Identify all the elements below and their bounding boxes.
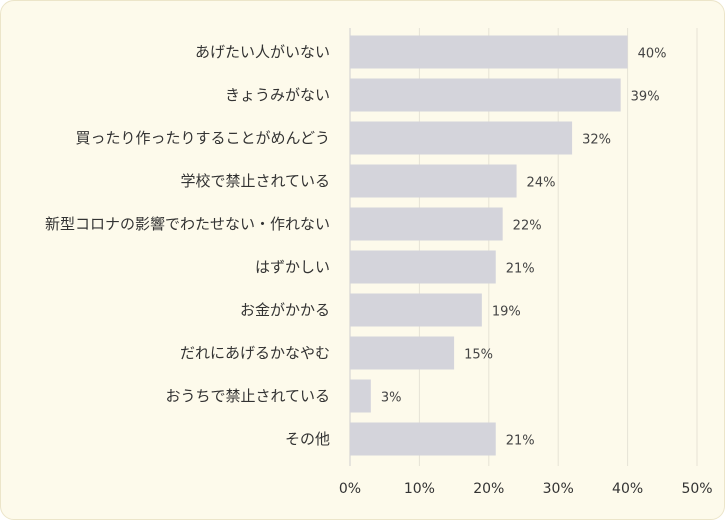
x-tick-label-40: 40%	[612, 481, 643, 497]
category-label-5: はずかしい	[255, 258, 330, 276]
bar-6	[350, 293, 482, 327]
x-tick-label-10: 10%	[404, 481, 435, 497]
bar-0	[350, 35, 628, 69]
x-tick-label-50: 50%	[681, 481, 712, 497]
bar-1	[350, 78, 621, 112]
category-label-2: 買ったり作ったりすることがめんどう	[75, 129, 330, 147]
category-label-6: お金がかかる	[240, 301, 330, 319]
value-label-5: 21%	[506, 262, 535, 277]
value-labels: 40% 39% 32% 24% 22% 21% 19% 15% 3% 21%	[381, 47, 667, 449]
value-label-9: 21%	[506, 434, 535, 449]
category-label-8: おうちで禁止されている	[165, 387, 330, 405]
value-label-7: 15%	[464, 348, 493, 363]
bar-8	[350, 379, 371, 413]
x-tick-label-20: 20%	[473, 481, 504, 497]
value-label-3: 24%	[527, 176, 556, 191]
x-tick-label-0: 0%	[339, 481, 361, 497]
bars	[350, 35, 628, 456]
category-label-9: その他	[285, 430, 330, 448]
category-label-1: きょうみがない	[225, 86, 330, 104]
category-label-3: 学校で禁止されている	[180, 172, 330, 190]
x-tick-label-30: 30%	[543, 481, 574, 497]
value-label-2: 32%	[582, 133, 611, 148]
value-label-6: 19%	[492, 305, 521, 320]
category-label-4: 新型コロナの影響でわたせない・作れない	[45, 215, 330, 233]
value-label-8: 3%	[381, 391, 402, 406]
category-label-7: だれにあげるかなやむ	[180, 344, 330, 362]
value-label-0: 40%	[638, 47, 667, 62]
category-labels: あげたい人がいないきょうみがない買ったり作ったりすることがめんどう学校で禁止され…	[45, 43, 330, 448]
bar-4	[350, 207, 503, 241]
category-label-0: あげたい人がいない	[195, 43, 330, 61]
value-label-1: 39%	[631, 90, 660, 105]
bar-7	[350, 336, 455, 370]
x-axis-ticks: 0% 10% 20% 30% 40% 50%	[339, 481, 713, 497]
bar-3	[350, 164, 517, 198]
bar-5	[350, 250, 496, 284]
bar-2	[350, 121, 573, 155]
bar-9	[350, 422, 496, 456]
value-label-4: 22%	[513, 219, 542, 234]
